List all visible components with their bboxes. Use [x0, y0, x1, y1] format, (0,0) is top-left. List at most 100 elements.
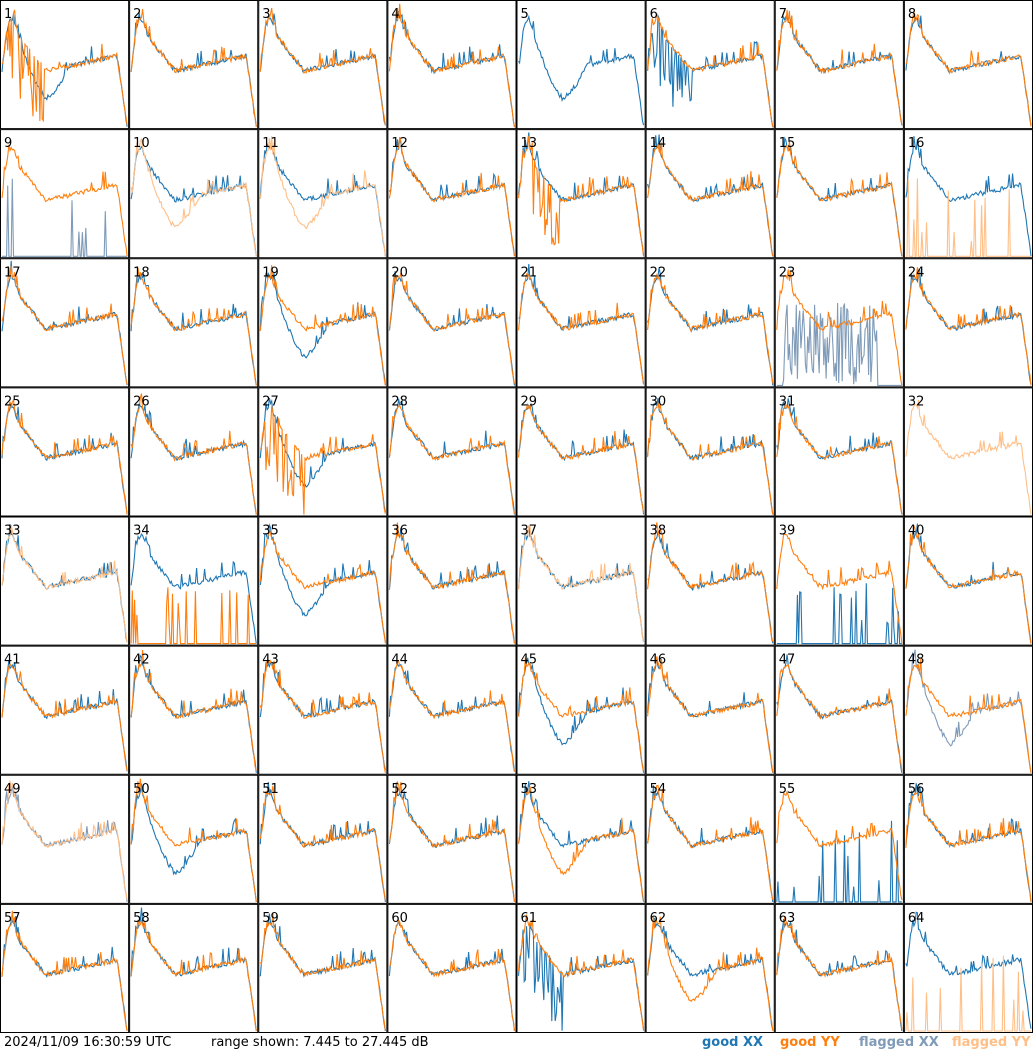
series-yy-flagged [259, 136, 386, 257]
panel-label: 2 [133, 7, 141, 22]
panel-label: 13 [521, 136, 538, 151]
legend-good-yy-label: good [780, 1035, 817, 1050]
panel-label: 37 [521, 524, 538, 539]
panel-label: 60 [391, 911, 408, 926]
series-yy-good [647, 916, 774, 1032]
panel-frame [258, 774, 388, 904]
panel-frame [903, 774, 1033, 904]
panel-25: 25 [0, 387, 130, 517]
series-yy-good [388, 137, 516, 257]
panel-49: 49 [0, 774, 130, 904]
panel-16: 16 [903, 129, 1033, 259]
panel-frame [645, 774, 775, 904]
series-xx-good [647, 529, 774, 644]
panel-41: 41 [0, 645, 130, 775]
panel-62: 62 [645, 903, 775, 1033]
panel-frame [258, 516, 388, 646]
series-xx-good [647, 15, 774, 128]
panel-frame [774, 387, 904, 517]
panel-frame [258, 903, 388, 1033]
panel-10: 10 [129, 129, 259, 259]
panel-48: 48 [903, 645, 1033, 775]
series-yy-flagged [517, 524, 645, 643]
panel-frame [516, 903, 646, 1033]
timestamp: 2024/11/09 16:30:59 UTC [4, 1035, 172, 1050]
panel-26: 26 [129, 387, 259, 517]
panel-51: 51 [258, 774, 388, 904]
series-yy-good [776, 789, 903, 901]
series-xx-good [259, 13, 386, 126]
panel-label: 43 [262, 653, 279, 668]
series-yy-good [776, 141, 903, 257]
series-yy-good [130, 649, 257, 771]
panel-21: 21 [516, 258, 646, 388]
panel-label: 39 [779, 524, 796, 539]
panel-15: 15 [774, 129, 904, 259]
series-yy-good [905, 267, 1032, 386]
panel-label: 30 [650, 394, 667, 409]
panel-label: 33 [4, 524, 21, 539]
panel-29: 29 [516, 387, 646, 517]
panel-label: 17 [4, 265, 21, 280]
series-xx-good [776, 15, 903, 126]
panel-frame [516, 387, 646, 517]
panel-1: 1 [0, 0, 130, 130]
panel-label: 18 [133, 265, 150, 280]
panel-3: 3 [258, 0, 388, 130]
panel-64: 64 [903, 903, 1033, 1033]
series-yy-good [647, 273, 774, 384]
panel-label: 32 [908, 394, 925, 409]
series-yy-good [905, 11, 1032, 127]
legend-flagged-xx: flagged XX [859, 1035, 939, 1051]
series-yy-good [130, 918, 257, 1032]
panel-14: 14 [645, 129, 775, 259]
panel-19: 19 [258, 258, 388, 388]
series-xx-good [517, 525, 645, 642]
panel-37: 37 [516, 516, 646, 646]
panel-frame [0, 774, 130, 904]
series-yy-good [260, 406, 386, 515]
series-yy-good [517, 402, 645, 514]
panel-27: 27 [258, 387, 388, 517]
series-xx-good [130, 533, 257, 644]
series-yy-good [259, 659, 386, 773]
panel-label: 40 [908, 524, 925, 539]
panel-2: 2 [129, 0, 259, 130]
panel-label: 9 [4, 136, 12, 151]
panel-frame [387, 129, 517, 259]
series-yy-good [388, 918, 516, 1032]
series-yy-good [647, 13, 774, 128]
series-yy-good [776, 9, 903, 125]
panel-22: 22 [645, 258, 775, 388]
panel-label: 16 [908, 136, 925, 151]
series-yy-good [517, 657, 645, 772]
panel-frame [516, 516, 646, 646]
panel-frame [516, 129, 646, 259]
panel-frame [645, 387, 775, 517]
panel-33: 33 [0, 516, 130, 646]
series-yy-flagged [905, 178, 1031, 257]
panel-label: 28 [391, 394, 408, 409]
series-yy-good [647, 656, 774, 773]
panel-frame [774, 774, 904, 904]
panel-frame [0, 129, 130, 259]
series-yy-good [517, 272, 645, 385]
panel-label: 34 [133, 524, 150, 539]
series-xx-flagged [776, 302, 902, 386]
series-yy-good [517, 135, 645, 257]
panel-11: 11 [258, 129, 388, 259]
series-yy-good [776, 269, 903, 386]
series-yy-good [130, 587, 257, 645]
footer: 2024/11/09 16:30:59 UTC range shown: 7.4… [0, 1033, 1033, 1053]
series-xx-good [388, 782, 516, 902]
series-xx-good [905, 136, 1032, 257]
panel-label: 8 [908, 7, 916, 22]
series-yy-good [388, 3, 516, 128]
panel-34: 34 [129, 516, 259, 646]
series-yy-good [388, 272, 516, 384]
panel-label: 56 [908, 782, 925, 797]
panel-59: 59 [258, 903, 388, 1033]
panel-frame [645, 903, 775, 1033]
panel-frame [774, 903, 904, 1033]
